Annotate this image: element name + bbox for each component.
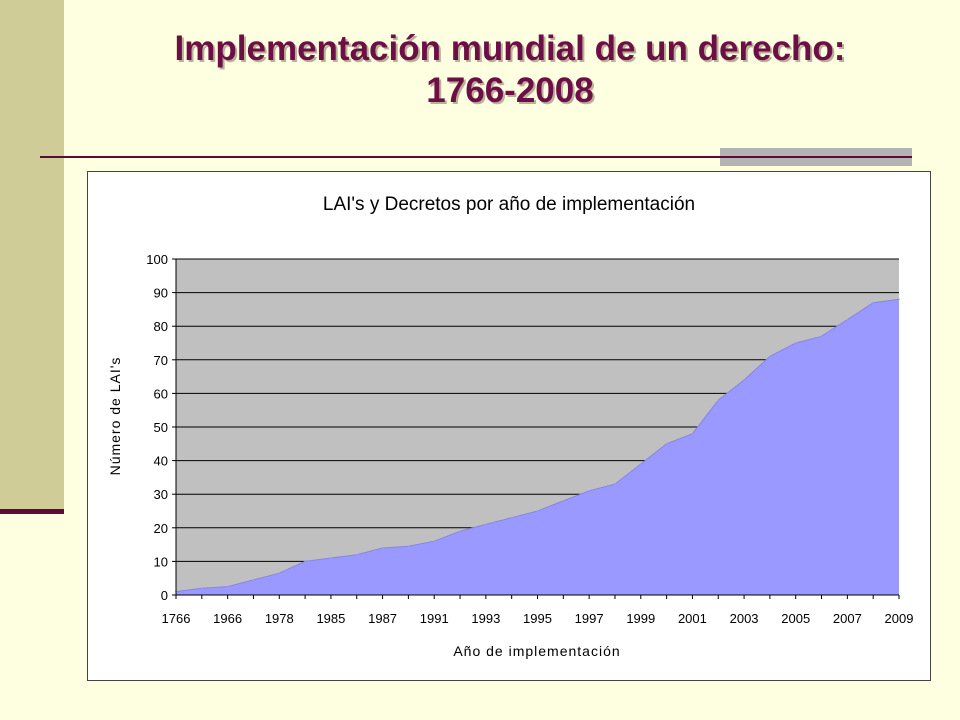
y-axis-label: Número de LAI's <box>107 357 123 476</box>
data-point-24 <box>794 342 797 344</box>
data-point-12 <box>485 523 487 526</box>
x-tick-label-4: 1978 <box>265 611 294 626</box>
y-tick-label-3: 30 <box>154 487 168 502</box>
data-point-18 <box>640 463 642 465</box>
x-tick-label-22: 2003 <box>730 611 759 626</box>
y-tick-label-1: 10 <box>154 554 168 569</box>
data-point-14 <box>536 510 539 512</box>
data-point-27 <box>872 301 874 304</box>
x-tick-label-18: 1999 <box>626 611 655 626</box>
y-tick-label-4: 40 <box>154 454 168 469</box>
data-point-8 <box>381 547 384 549</box>
x-axis-label: Año de implementación <box>453 643 620 659</box>
y-tick-label-8: 80 <box>154 319 168 334</box>
slide-title-line-2: 1766-2008 <box>426 71 594 110</box>
data-point-16 <box>588 490 590 492</box>
data-point-17 <box>614 483 616 485</box>
y-tick-label-2: 20 <box>154 521 168 536</box>
data-point-20 <box>691 432 694 435</box>
side-decorative-band <box>0 0 64 512</box>
data-point-25 <box>820 335 823 338</box>
header-rule-line-accent <box>720 156 912 158</box>
area-chart: LAI's y Decretos por año de implementaci… <box>107 194 913 659</box>
data-point-6 <box>330 557 332 559</box>
x-tick-label-2: 1966 <box>213 611 242 626</box>
data-point-10 <box>433 540 436 542</box>
data-point-13 <box>510 516 513 519</box>
data-point-9 <box>407 545 410 548</box>
data-point-3 <box>252 579 255 581</box>
data-point-4 <box>278 572 281 574</box>
y-tick-label-10: 100 <box>146 252 168 267</box>
slide-title: Implementación mundial de un derecho: 17… <box>100 28 920 112</box>
data-point-19 <box>665 443 668 445</box>
data-point-21 <box>717 399 720 401</box>
x-tick-label-6: 1985 <box>316 611 345 626</box>
y-tick-label-7: 70 <box>154 353 168 368</box>
data-point-15 <box>562 500 565 502</box>
x-tick-label-14: 1995 <box>523 611 552 626</box>
y-tick-label-9: 90 <box>154 286 168 301</box>
x-tick-label-16: 1997 <box>575 611 604 626</box>
x-tick-label-10: 1991 <box>420 611 449 626</box>
x-tick-label-0: 1766 <box>162 611 191 626</box>
y-tick-label-6: 60 <box>154 386 168 401</box>
slide-title-line-1: Implementación mundial de un derecho: <box>174 29 846 68</box>
x-tick-label-24: 2005 <box>781 611 810 626</box>
data-point-7 <box>356 553 358 556</box>
chart-title: LAI's y Decretos por año de implementaci… <box>323 194 695 215</box>
data-point-23 <box>769 355 771 358</box>
y-tick-label-0: 0 <box>161 588 168 603</box>
data-point-1 <box>201 587 203 590</box>
data-point-28 <box>898 298 900 301</box>
x-tick-label-20: 2001 <box>678 611 707 626</box>
x-tick-label-12: 1993 <box>471 611 500 626</box>
x-tick-label-28: 2009 <box>885 611 914 626</box>
chart-frame: LAI's y Decretos por año de implementaci… <box>87 171 931 681</box>
y-tick-label-5: 50 <box>154 420 168 435</box>
series-area <box>176 299 899 595</box>
data-point-26 <box>846 318 849 321</box>
data-point-22 <box>743 379 745 381</box>
side-band-underline <box>0 509 64 514</box>
x-tick-label-8: 1987 <box>368 611 397 626</box>
data-point-2 <box>226 585 229 588</box>
plot-area: 0 10 20 30 40 50 60 70 80 90 100 1766 1966 1978 1985 19… <box>146 252 913 626</box>
data-point-5 <box>304 560 306 563</box>
header-rule-line <box>40 156 912 158</box>
x-tick-label-26: 2007 <box>833 611 862 626</box>
data-point-11 <box>459 530 461 532</box>
